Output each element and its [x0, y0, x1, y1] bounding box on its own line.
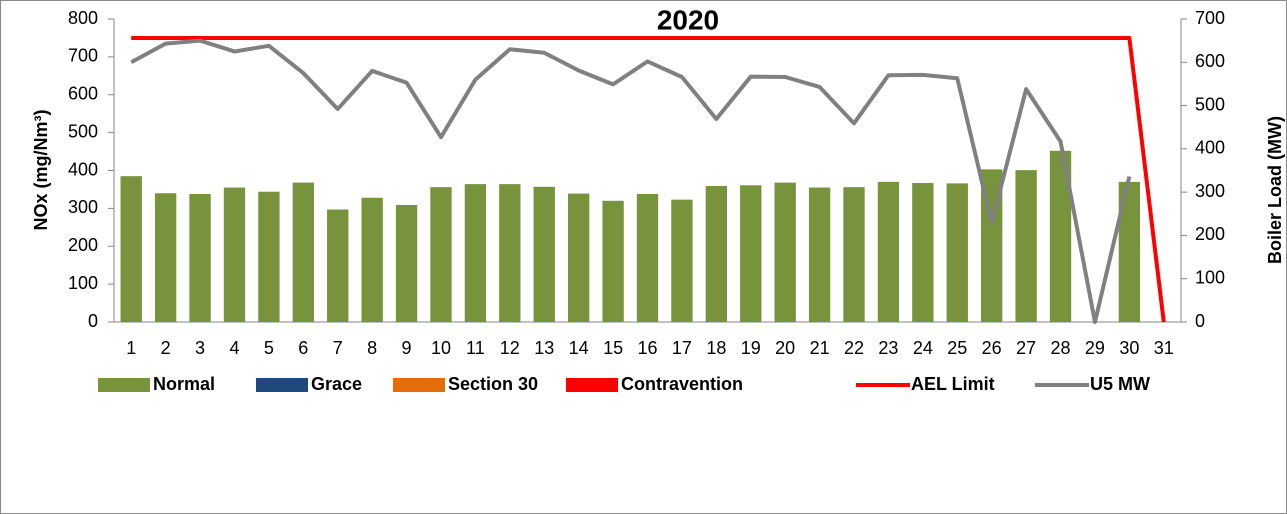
- y-tick-label: 200: [68, 235, 98, 255]
- y-axis-title: NOx (mg/Nm³): [31, 109, 51, 230]
- bar: [189, 193, 211, 322]
- legend-label: AEL Limit: [911, 374, 995, 394]
- bar: [120, 176, 142, 322]
- x-tick-label: 20: [775, 338, 795, 358]
- y-tick-label: 500: [68, 121, 98, 141]
- bar: [223, 187, 246, 322]
- bar: [808, 187, 831, 322]
- x-tick-label: 6: [298, 338, 308, 358]
- x-tick-label: 26: [982, 338, 1002, 358]
- x-tick-label: 16: [637, 338, 657, 358]
- y-tick-label: 700: [68, 46, 98, 66]
- legend-swatch: [98, 378, 150, 392]
- bar: [154, 193, 177, 322]
- bar: [499, 184, 521, 322]
- chart-title: 2020: [657, 4, 719, 35]
- x-tick-label: 22: [844, 338, 864, 358]
- x-tick-label: 1: [126, 338, 136, 358]
- y-tick-label: 100: [68, 273, 98, 293]
- bar: [843, 187, 865, 322]
- x-tick-label: 7: [333, 338, 343, 358]
- legend-label: Contravention: [621, 374, 743, 394]
- x-tick-label: 8: [367, 338, 377, 358]
- y2-tick-label: 600: [1195, 51, 1225, 71]
- y2-tick-label: 100: [1195, 267, 1225, 287]
- x-tick-label: 24: [913, 338, 933, 358]
- x-tick-label: 4: [229, 338, 239, 358]
- x-tick-label: 29: [1085, 338, 1105, 358]
- y-tick-label: 800: [68, 8, 98, 28]
- line: [131, 35, 1166, 323]
- bar: [602, 200, 624, 322]
- y2-tick-label: 400: [1195, 138, 1225, 158]
- x-tick-label: 28: [1051, 338, 1071, 358]
- bar: [361, 197, 383, 322]
- bar: [258, 191, 280, 322]
- x-tick-label: 2: [161, 338, 171, 358]
- bar: [946, 183, 968, 322]
- line: [130, 38, 1132, 324]
- legend-swatch: [256, 378, 308, 392]
- bar: [671, 199, 693, 322]
- y2-tick-label: 500: [1195, 94, 1225, 114]
- bar: [567, 193, 590, 322]
- legend-label: Section 30: [448, 374, 538, 394]
- x-tick-label: 27: [1016, 338, 1036, 358]
- bar: [395, 204, 418, 322]
- x-tick-label: 17: [672, 338, 692, 358]
- y2-tick-label: 0: [1195, 311, 1205, 331]
- x-tick-label: 9: [402, 338, 412, 358]
- legend-label: Normal: [153, 374, 215, 394]
- x-tick-label: 12: [500, 338, 520, 358]
- x-tick-label: 23: [878, 338, 898, 358]
- bar: [533, 186, 555, 322]
- legend-swatch: [393, 378, 445, 392]
- legend-swatch: [566, 378, 618, 392]
- x-tick-label: 10: [431, 338, 451, 358]
- x-tick-label: 14: [569, 338, 589, 358]
- bar: [430, 187, 452, 322]
- x-tick-label: 19: [741, 338, 761, 358]
- y-tick-label: 400: [68, 159, 98, 179]
- legend-label: U5 MW: [1090, 374, 1150, 394]
- bar: [705, 186, 728, 322]
- bar: [1049, 150, 1072, 322]
- bar: [636, 193, 659, 322]
- bar: [912, 182, 934, 322]
- y2-tick-label: 700: [1195, 8, 1225, 28]
- bar: [464, 184, 487, 322]
- y-tick-label: 300: [68, 197, 98, 217]
- y2-axis-title: Boiler Load (MW): [1265, 116, 1285, 264]
- x-tick-label: 30: [1119, 338, 1139, 358]
- bar: [774, 182, 796, 322]
- x-tick-label: 3: [195, 338, 205, 358]
- bar: [292, 182, 314, 322]
- x-tick-label: 5: [264, 338, 274, 358]
- legend-label: Grace: [311, 374, 362, 394]
- y-tick-label: 0: [88, 311, 98, 331]
- x-tick-label: 25: [947, 338, 967, 358]
- x-tick-label: 15: [603, 338, 623, 358]
- x-tick-label: 21: [810, 338, 830, 358]
- x-tick-label: 31: [1154, 338, 1174, 358]
- x-tick-label: 13: [534, 338, 554, 358]
- bar: [877, 181, 900, 322]
- bar: [1015, 170, 1037, 322]
- bar: [327, 209, 349, 322]
- y-tick-label: 600: [68, 84, 98, 104]
- x-tick-label: 18: [706, 338, 726, 358]
- x-tick-label: 11: [466, 338, 485, 358]
- bar: [740, 185, 762, 322]
- bar: [1118, 181, 1141, 322]
- y2-tick-label: 300: [1195, 181, 1225, 201]
- y2-tick-label: 200: [1195, 224, 1225, 244]
